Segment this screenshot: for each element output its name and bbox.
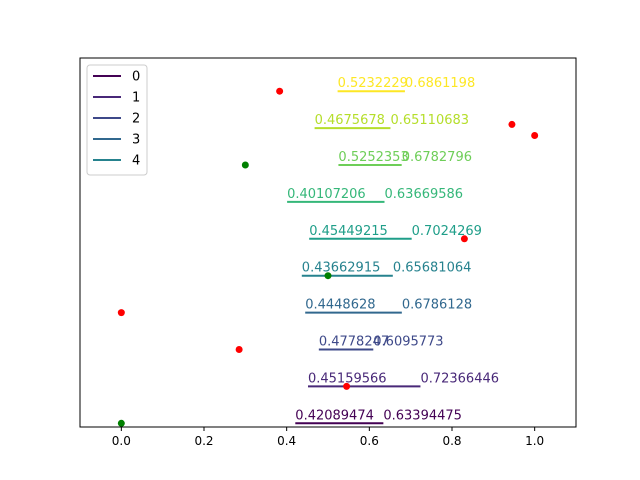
plot-area: 0.42089474 0.63394475 0.45159566 0.72366446… bbox=[117, 76, 539, 427]
segment-end-label: 0.7024269 bbox=[412, 224, 482, 239]
x-axis: 0.0 0.2 0.4 0.6 0.8 1.0 bbox=[112, 427, 544, 448]
segment-end-label: 0.65681064 bbox=[393, 261, 472, 276]
segment-end-label: 0.65110683 bbox=[390, 113, 469, 128]
red-point-6 bbox=[276, 87, 284, 95]
legend-label: 4 bbox=[132, 154, 140, 169]
red-point-4 bbox=[235, 346, 243, 354]
segment-start-label: 0.4448628 bbox=[305, 298, 375, 313]
legend-label: 2 bbox=[132, 112, 140, 127]
segment-start-label: 0.45449215 bbox=[309, 224, 388, 239]
segment-start-label: 0.40107206 bbox=[287, 187, 366, 202]
x-tick-label: 0.4 bbox=[277, 434, 296, 448]
legend: 0 1 2 3 4 bbox=[86, 64, 148, 176]
segment-start-label: 0.4778247 bbox=[319, 335, 389, 350]
segment-end-label: 0.6786128 bbox=[402, 298, 472, 313]
segment-start-label: 0.5232229 bbox=[338, 76, 408, 91]
segment-start-label: 0.43662915 bbox=[302, 261, 381, 276]
segment-start-label: 0.45159566 bbox=[308, 371, 387, 386]
green-point-1 bbox=[324, 272, 332, 280]
segment-end-label: 0.6095773 bbox=[373, 335, 443, 350]
red-point-5 bbox=[343, 382, 351, 390]
legend-label: 3 bbox=[132, 133, 140, 148]
segment-end-label: 0.63394475 bbox=[383, 408, 462, 423]
legend-box bbox=[86, 64, 148, 176]
green-point-2 bbox=[241, 161, 249, 169]
x-tick-label: 1.0 bbox=[525, 434, 544, 448]
x-tick-label: 0.2 bbox=[194, 434, 213, 448]
legend-label: 1 bbox=[132, 91, 140, 106]
red-point-3 bbox=[117, 309, 125, 317]
segment-end-label: 0.63669586 bbox=[385, 187, 464, 202]
axes-frame bbox=[79, 57, 577, 428]
red-point-8 bbox=[508, 120, 516, 128]
segment-start-label: 0.42089474 bbox=[295, 408, 374, 423]
x-tick-label: 0.6 bbox=[360, 434, 379, 448]
green-point-0 bbox=[117, 419, 125, 427]
segment-start-label: 0.4675678 bbox=[315, 113, 385, 128]
x-tick-label: 0.0 bbox=[112, 434, 131, 448]
segment-end-label: 0.6782796 bbox=[402, 150, 472, 165]
segment-end-label: 0.72366446 bbox=[420, 371, 499, 386]
segment-start-label: 0.5252353 bbox=[338, 150, 408, 165]
segment-end-label: 0.6861198 bbox=[405, 76, 475, 91]
legend-label: 0 bbox=[132, 70, 140, 85]
red-point-7 bbox=[460, 235, 468, 243]
x-tick-label: 0.8 bbox=[442, 434, 461, 448]
red-point-9 bbox=[531, 131, 539, 139]
